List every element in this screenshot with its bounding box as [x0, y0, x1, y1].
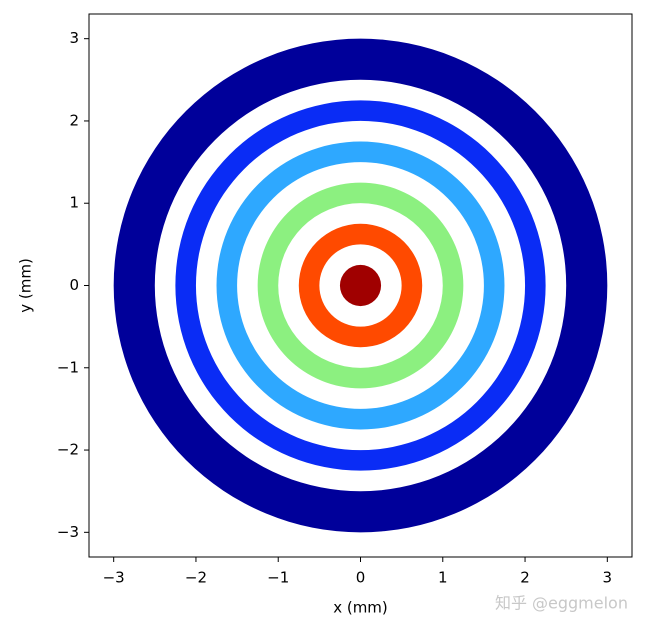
y-tick-label: −2: [57, 441, 79, 459]
ring: [339, 264, 382, 307]
x-tick-label: −3: [103, 569, 125, 587]
y-tick-label: 0: [69, 276, 79, 294]
x-tick-label: 2: [520, 569, 530, 587]
y-tick-label: 1: [69, 194, 79, 212]
y-tick-label: −3: [57, 523, 79, 541]
y-tick-label: 3: [69, 29, 79, 47]
ring: [298, 223, 423, 348]
watermark: 知乎 @eggmelon: [495, 594, 628, 613]
y-axis-label: y (mm): [17, 258, 35, 313]
y-tick-label: 2: [69, 111, 79, 129]
x-tick-label: 3: [603, 569, 613, 587]
x-tick-label: 1: [438, 569, 448, 587]
x-tick-label: −1: [267, 569, 289, 587]
y-tick-label: −1: [57, 358, 79, 376]
x-axis-label: x (mm): [333, 599, 388, 617]
x-tick-label: 0: [356, 569, 366, 587]
x-tick-label: −2: [185, 569, 207, 587]
